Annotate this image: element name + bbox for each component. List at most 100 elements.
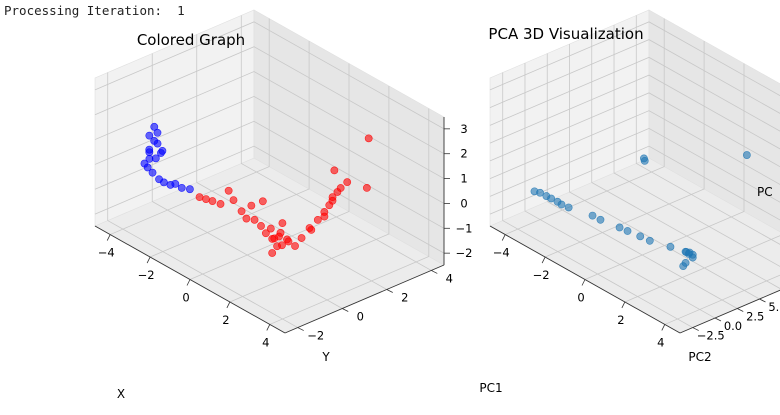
data-point (688, 253, 697, 262)
z-gridline (489, 127, 780, 203)
data-point (250, 215, 259, 224)
data-point (297, 234, 306, 242)
data-point (536, 188, 544, 197)
x-tick (106, 234, 111, 241)
data-point (157, 149, 165, 157)
x-axis-label: PC1 (479, 381, 502, 395)
data-point (362, 183, 371, 192)
x-tick-label: 4 (262, 335, 269, 349)
x-gridline (544, 41, 705, 258)
data-point (666, 242, 675, 251)
data-point (270, 234, 279, 243)
x-gridline (584, 63, 745, 280)
data-point (140, 159, 149, 168)
data-point (564, 203, 573, 212)
x-gridline (229, 85, 390, 303)
y-tick-label: 0.0 (724, 319, 742, 333)
y-tick-label: 2.5 (746, 310, 764, 324)
data-point (177, 184, 186, 192)
x-gridline (269, 108, 430, 325)
data-point (153, 128, 162, 137)
z-gridline (94, 46, 445, 155)
z-gridline (489, 56, 780, 132)
z-tick-label: 2 (460, 147, 467, 161)
y-axis-label: PC2 (688, 350, 711, 364)
data-point (742, 151, 751, 159)
y-gridline (546, 53, 738, 309)
data-point (364, 134, 373, 143)
x-tick-label: 0 (182, 291, 189, 305)
data-point (150, 122, 159, 131)
data-point (229, 196, 238, 204)
x-tick (266, 324, 271, 331)
y-axis-label: Y (321, 350, 330, 364)
y-gridline (107, 72, 298, 328)
data-point (283, 235, 291, 244)
y-tick (714, 317, 722, 322)
data-point (145, 131, 154, 140)
z-axis-label: PC (757, 185, 773, 199)
data-point (623, 227, 632, 235)
y-tick (759, 298, 766, 303)
y-tick-label: −2 (307, 329, 324, 343)
data-point (343, 178, 352, 187)
data-point (145, 148, 154, 157)
x-tick-label: −4 (493, 246, 510, 260)
z-tick-label: −2 (456, 246, 473, 260)
data-point (160, 178, 168, 187)
series-1 (530, 151, 751, 271)
z-gridline (489, 110, 780, 185)
data-point (148, 168, 157, 177)
x-tick (621, 301, 626, 309)
y-gridline (524, 63, 716, 319)
data-point (313, 215, 322, 224)
data-point (596, 215, 605, 224)
y-tick (431, 270, 438, 274)
y-gridline (196, 34, 387, 290)
z-gridline (489, 92, 780, 168)
data-point (268, 249, 277, 257)
y-gridline (613, 24, 780, 267)
data-point (258, 197, 267, 206)
data-point (320, 212, 329, 221)
data-point (202, 195, 210, 203)
chart-title: Colored Graph (137, 31, 245, 49)
y-tick (737, 308, 744, 312)
y-gridline (151, 53, 343, 309)
z-tick-label: 0 (460, 196, 467, 210)
x-gridline (505, 18, 665, 235)
x-tick (226, 301, 231, 309)
data-point (208, 197, 217, 205)
data-point (153, 139, 162, 148)
x-tick-label: 0 (577, 291, 584, 305)
z-tick-label: −1 (456, 221, 473, 235)
y-tick (692, 327, 699, 331)
data-point (679, 262, 688, 271)
x-tick-label: −2 (138, 268, 155, 282)
y-tick (342, 308, 349, 312)
series-1 (140, 122, 194, 194)
x-tick-label: 4 (657, 335, 664, 349)
z-gridline (94, 71, 445, 179)
data-point (171, 179, 180, 188)
data-point (242, 214, 251, 223)
x-tick-label: 2 (222, 313, 229, 327)
y-tick-label: 0 (357, 310, 364, 324)
x-tick (501, 234, 506, 241)
data-point (278, 241, 286, 250)
data-point (636, 232, 645, 241)
data-point (237, 207, 246, 216)
x-tick-label: 2 (617, 313, 624, 327)
x-gridline (624, 235, 780, 303)
x-tick-label: −4 (98, 246, 115, 260)
z-gridline (489, 74, 780, 150)
data-point (224, 186, 233, 195)
x-axis-label: X (117, 387, 125, 401)
console-output: Processing Iteration: 1 (4, 3, 185, 18)
data-point (247, 201, 256, 210)
x-gridline (149, 41, 310, 258)
data-point (291, 242, 299, 250)
data-point (305, 224, 314, 232)
z-gridline (489, 39, 780, 114)
